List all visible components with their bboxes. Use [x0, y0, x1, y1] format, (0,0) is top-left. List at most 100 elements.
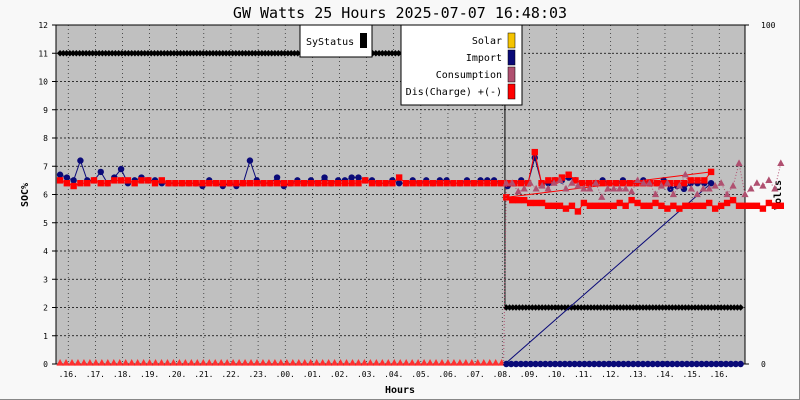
- systatus-point: [695, 304, 702, 311]
- x-tick-label: .03.: [357, 370, 376, 379]
- y-tick-label: 2: [43, 304, 48, 313]
- discharge-point: [83, 180, 91, 187]
- discharge-point: [777, 202, 785, 209]
- discharge-point: [705, 199, 713, 207]
- discharge-point: [687, 177, 694, 184]
- discharge-point: [676, 205, 683, 212]
- discharge-point: [599, 180, 606, 187]
- systatus-point: [388, 50, 396, 57]
- systatus-point: [604, 304, 611, 311]
- consumption-point: [456, 359, 464, 366]
- systatus-point: [672, 304, 679, 311]
- discharge-point: [667, 180, 674, 187]
- systatus-point: [379, 50, 386, 57]
- consumption-point: [759, 182, 767, 189]
- consumption-point: [98, 359, 106, 366]
- systatus-point: [665, 304, 673, 311]
- discharge-point: [484, 180, 491, 187]
- systatus-point: [56, 50, 64, 57]
- x-tick-label: .19.: [140, 370, 159, 379]
- consumption-point: [741, 190, 749, 198]
- consumption-point: [187, 359, 195, 366]
- systatus-point: [626, 304, 634, 311]
- systatus-point: [271, 50, 279, 57]
- legend-swatch: [507, 32, 516, 49]
- discharge-point: [280, 180, 288, 187]
- consumption-point: [444, 359, 452, 366]
- consumption-point: [366, 359, 374, 366]
- discharge-point: [90, 177, 98, 184]
- systatus-point: [525, 304, 533, 311]
- consumption-point: [80, 359, 88, 366]
- discharge-point: [598, 202, 605, 209]
- import-point: [664, 360, 671, 368]
- systatus-point: [714, 304, 722, 311]
- import-point: [503, 360, 510, 368]
- y-tick-label: 1: [43, 332, 48, 341]
- systatus-point: [108, 50, 116, 57]
- systatus-point: [161, 50, 168, 57]
- discharge-point: [741, 202, 749, 209]
- consumption-point: [253, 359, 261, 366]
- import-point: [561, 360, 569, 368]
- discharge-point: [111, 177, 118, 184]
- consumption-point: [753, 179, 761, 186]
- discharge-point: [267, 180, 274, 187]
- systatus-point: [242, 50, 249, 57]
- legend-swatch: [507, 49, 516, 66]
- discharge-point: [753, 202, 761, 209]
- systatus-point: [157, 50, 165, 57]
- systatus-point: [265, 50, 272, 57]
- consumption-point: [622, 184, 630, 192]
- x-tick-label: .13.: [628, 370, 647, 379]
- systatus-point: [590, 304, 598, 311]
- systatus-point: [174, 50, 181, 57]
- systatus-point: [291, 50, 298, 57]
- consumption-point: [145, 359, 154, 366]
- systatus-point: [164, 50, 171, 57]
- systatus-point: [60, 50, 67, 57]
- consumption-point: [92, 359, 100, 366]
- y-tick-label: 9: [43, 106, 48, 115]
- import-point: [737, 360, 744, 368]
- discharge-point: [509, 196, 516, 204]
- import-point: [63, 174, 71, 181]
- discharge-point: [423, 180, 430, 187]
- consumption-point: [205, 359, 213, 366]
- discharge-point: [402, 180, 410, 187]
- consumption-point: [325, 359, 333, 366]
- discharge-point: [429, 180, 437, 187]
- systatus-point: [86, 50, 93, 57]
- import-point: [522, 360, 530, 368]
- systatus-point: [659, 304, 666, 311]
- systatus-point: [79, 50, 87, 57]
- consumption-point: [438, 359, 446, 366]
- systatus-point: [600, 304, 608, 311]
- import-point: [70, 177, 77, 184]
- consumption-point: [426, 359, 434, 366]
- systatus-point: [105, 50, 113, 57]
- discharge-point: [515, 196, 522, 204]
- systatus-point: [229, 50, 236, 57]
- discharge-point: [640, 202, 647, 209]
- discharge-point: [490, 180, 498, 187]
- y-axis-right-label: Volts: [773, 180, 784, 210]
- import-point: [600, 360, 608, 368]
- discharge-point: [634, 199, 641, 207]
- systatus-point: [708, 304, 715, 311]
- discharge-point: [700, 202, 707, 209]
- import-point: [713, 360, 720, 368]
- systatus-point: [675, 304, 683, 311]
- import-drop: [504, 182, 712, 365]
- discharge-point: [610, 202, 617, 209]
- discharge-point: [253, 180, 260, 187]
- consumption-point: [354, 359, 363, 366]
- x-tick-label: .20.: [167, 370, 186, 379]
- discharge-point: [670, 202, 677, 209]
- import-point: [556, 360, 564, 368]
- discharge-point: [572, 177, 579, 184]
- consumption-point: [729, 182, 737, 189]
- systatus-point: [509, 304, 517, 311]
- discharge-point: [104, 180, 111, 187]
